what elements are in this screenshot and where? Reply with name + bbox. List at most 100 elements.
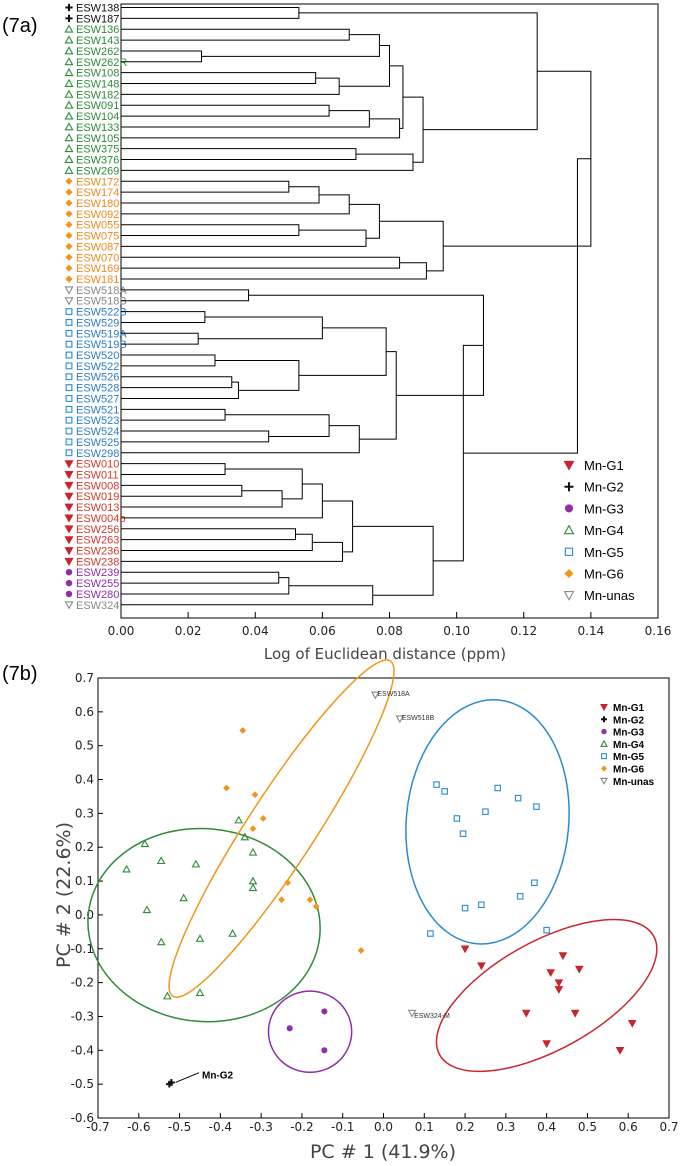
marker-shape	[65, 416, 73, 424]
leaf-label: ESW169	[76, 263, 119, 275]
data-point	[494, 784, 501, 792]
leaf-label: ESW187	[76, 13, 119, 25]
leaf-label: ESW239	[76, 567, 119, 579]
marker-shape	[564, 482, 574, 492]
y-tick-label: -0.2	[71, 976, 94, 990]
marker-shape	[64, 133, 74, 142]
leaf-label: ESW529	[76, 317, 119, 329]
leaf-marker	[64, 503, 74, 512]
legend: Mn-G1 Mn-G2 Mn-G3 Mn-G4 Mn-G5 Mn-G6 Mn-unas	[563, 458, 635, 603]
leaf-label: ESW527	[76, 393, 119, 405]
branch	[121, 186, 320, 204]
branch	[121, 77, 340, 95]
marker-shape	[461, 904, 469, 912]
branch	[121, 50, 203, 63]
branch	[402, 96, 424, 163]
marker-shape	[494, 784, 501, 792]
leaf-label: ESW092	[76, 209, 119, 221]
leaf-label: ESW143	[76, 35, 119, 47]
marker-shape	[65, 177, 73, 185]
branch	[201, 34, 380, 57]
data-point	[477, 962, 486, 971]
leaf-label: ESW004b	[76, 513, 126, 525]
branch	[121, 490, 283, 508]
leaf-marker	[65, 329, 73, 337]
leaf-label: ESW011	[76, 469, 119, 481]
leaf-marker	[65, 449, 73, 457]
panel-label-7b: (7b)	[2, 663, 38, 685]
data-point	[574, 965, 584, 974]
legend-label: Mn-G2	[613, 715, 645, 726]
marker-shape	[64, 24, 74, 33]
marker-shape	[65, 427, 73, 435]
branch	[121, 104, 330, 117]
group-ellipse	[405, 698, 570, 945]
data-point	[514, 794, 522, 802]
legend-label: Mn-G6	[613, 765, 645, 776]
group-ellipses	[87, 659, 658, 1074]
leaf-marker	[64, 525, 74, 534]
x-tick-label: -0.7	[86, 1120, 109, 1134]
x-axis-title: Log of Euclidean distance (ppm)	[264, 645, 506, 663]
marker-shape	[65, 210, 73, 218]
branch	[349, 203, 380, 239]
marker-shape	[249, 825, 257, 833]
marker-shape	[427, 930, 434, 937]
x-tick-label: -0.2	[290, 1120, 313, 1134]
marker-shape	[278, 896, 285, 904]
y-tick-label: -0.6	[71, 1111, 94, 1125]
leaf-label: ESW518A	[76, 285, 127, 297]
leaf-label: ESW055	[76, 220, 119, 232]
x-tick-label: -0.5	[168, 1120, 191, 1134]
leaf-marker	[64, 143, 74, 153]
legend-marker	[563, 460, 575, 471]
branch	[121, 585, 374, 606]
leaf-labels: ESW138ESW187ESW136ESW143ESW262ESW262RESW…	[64, 3, 127, 612]
dendrogram-plot: ESW138ESW187ESW136ESW143ESW262ESW262RESW…	[64, 3, 671, 663]
marker-shape	[191, 859, 201, 868]
data-point	[460, 945, 470, 954]
marker-shape	[65, 373, 73, 381]
branch	[225, 468, 303, 500]
leaf-marker	[64, 471, 74, 480]
marker-shape	[195, 934, 205, 942]
legend-marker	[564, 482, 574, 492]
branch	[121, 110, 370, 128]
branch	[248, 294, 484, 396]
leaf-marker	[65, 231, 73, 240]
marker-shape	[65, 188, 73, 196]
marker-shape	[65, 329, 73, 337]
annotation-label: Mn-G2	[202, 1071, 234, 1082]
marker-shape	[286, 1025, 293, 1032]
marker-shape	[65, 395, 73, 402]
marker-shape	[321, 1047, 328, 1054]
legend-label: Mn-G5	[613, 752, 645, 763]
leaf-marker	[65, 253, 73, 261]
leaf-label: ESW263	[76, 535, 119, 547]
x-tick-label: 0.12	[510, 624, 537, 638]
branch	[121, 408, 226, 421]
marker-shape	[601, 728, 607, 735]
marker-shape	[64, 503, 74, 512]
data-point	[223, 784, 230, 792]
marker-shape	[64, 89, 74, 98]
marker-shape	[65, 438, 73, 446]
marker-shape	[64, 481, 74, 491]
axis-ticks: -0.7 -0.6 -0.5 -0.4 -0.3 -0.2 -0.1 0.0 0.1 0.2 0.3…	[71, 671, 679, 1134]
marker-shape	[433, 781, 440, 788]
branch	[298, 327, 387, 376]
leaf-label: ESW138	[76, 3, 119, 15]
legend-marker	[600, 777, 608, 785]
marker-shape	[514, 794, 522, 802]
legend-marker	[564, 504, 574, 513]
marker-shape	[64, 536, 74, 545]
marker-shape	[163, 991, 172, 1000]
branch	[121, 528, 297, 541]
marker-shape	[65, 264, 73, 272]
x-tick-label: 0.0	[374, 1120, 393, 1134]
marker-shape	[563, 591, 575, 601]
branch	[121, 571, 280, 584]
data-point	[546, 969, 556, 977]
leaf-marker	[64, 536, 74, 545]
leaf-label: ESW108	[76, 68, 119, 80]
